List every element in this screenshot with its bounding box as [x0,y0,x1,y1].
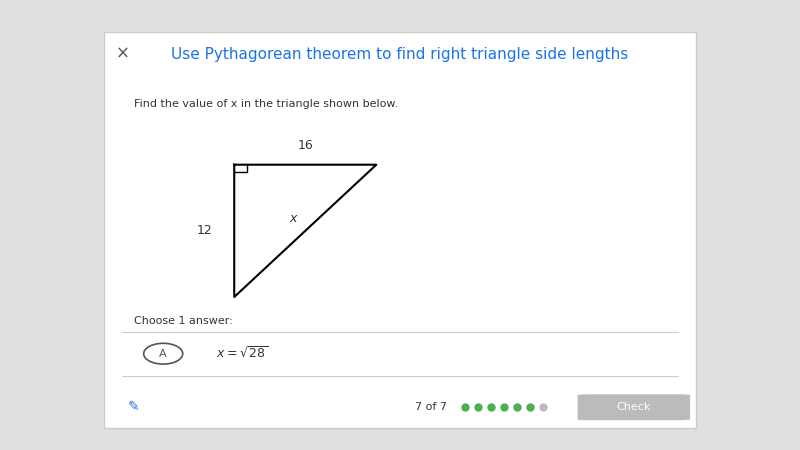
Text: A: A [159,349,167,359]
Text: $x = \sqrt{28}$: $x = \sqrt{28}$ [217,346,269,361]
Text: 16: 16 [298,139,313,152]
Text: Choose 1 answer:: Choose 1 answer: [134,316,232,326]
FancyBboxPatch shape [578,394,690,420]
Text: 7 of 7: 7 of 7 [415,402,447,412]
Text: ✎: ✎ [128,400,139,414]
Text: ×: × [116,45,130,63]
Text: x: x [290,212,297,225]
Text: 12: 12 [197,225,213,237]
Text: Check: Check [617,402,651,412]
FancyBboxPatch shape [104,32,696,427]
Text: Use Pythagorean theorem to find right triangle side lengths: Use Pythagorean theorem to find right tr… [171,46,629,62]
Text: Find the value of x in the triangle shown below.: Find the value of x in the triangle show… [134,99,398,108]
